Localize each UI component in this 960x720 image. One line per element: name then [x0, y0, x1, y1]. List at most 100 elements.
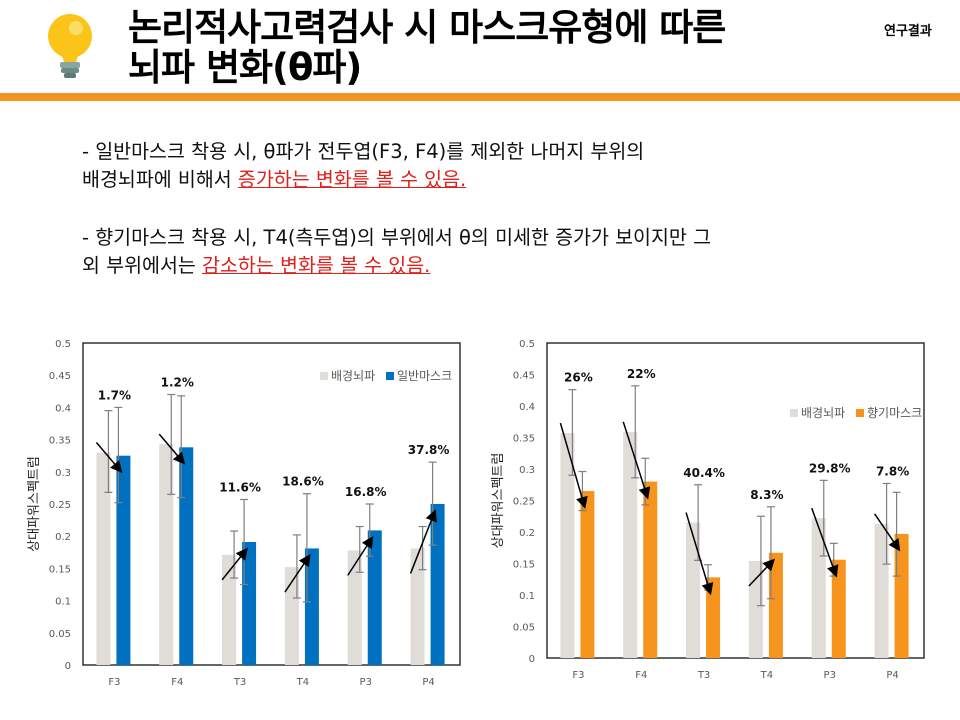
bar-mask	[831, 559, 846, 658]
plot-area	[82, 342, 461, 666]
y-tick-label: 0.05	[513, 623, 535, 634]
chart-general-mask: 0 0.05 0.1 0.15 0.2 0.25 0.3 0.35 0.4 0.45 0.5 상대파워…	[27, 339, 461, 688]
legend-swatch	[320, 372, 328, 380]
y-tick-label: 0.1	[55, 597, 71, 608]
legend-swatch	[856, 409, 864, 417]
percent-change-label: 8.3%	[750, 488, 783, 502]
bar-mask	[643, 481, 658, 658]
paragraph-2-line-2: 외 부위에서는	[82, 254, 203, 277]
percent-change-label: 11.6%	[219, 480, 261, 494]
bar-baseline	[96, 452, 111, 665]
x-tick-label: T3	[697, 670, 710, 681]
bar-mask	[706, 577, 721, 658]
y-tick-label: 0	[529, 654, 535, 665]
y-tick-label: 0.45	[49, 371, 71, 382]
paragraph-1-line-1: - 일반마스크 착용 시, θ파가 전두엽(F3, F4)를 제외한 나머지 부…	[82, 140, 645, 163]
change-arrow	[347, 535, 374, 576]
x-tick-label: F3	[108, 677, 120, 688]
bar-mask	[116, 455, 131, 665]
bar-mask	[179, 447, 194, 665]
y-tick-label: 0.15	[49, 564, 71, 575]
bar-mask	[768, 552, 783, 658]
y-tick-label: 0.3	[519, 465, 535, 476]
change-arrow	[873, 513, 901, 552]
y-tick-label: 0	[65, 661, 71, 672]
percent-change-label: 40.4%	[683, 466, 725, 480]
legend-label: 배경뇌파	[331, 369, 375, 383]
change-arrow	[811, 507, 839, 578]
y-tick-label: 0.2	[519, 528, 535, 539]
paragraph-2-line-1: - 향기마스크 착용 시, T4(측두엽)의 부위에서 θ의 미세한 증가가 보…	[82, 226, 712, 249]
x-tick-label: F4	[635, 670, 647, 681]
bar-baseline	[748, 560, 763, 658]
bar-baseline	[284, 567, 299, 665]
header-divider	[0, 93, 960, 101]
y-tick-label: 0.15	[513, 560, 535, 571]
change-arrow	[158, 433, 186, 465]
paragraph-2-highlight: 감소하는 변화를 볼 수 있음.	[202, 254, 431, 277]
change-arrow	[559, 422, 588, 509]
plot-area	[546, 342, 925, 659]
x-tick-label: P4	[422, 677, 434, 688]
change-arrow	[221, 547, 248, 581]
x-tick-label: T4	[296, 677, 309, 688]
x-tick-label: F3	[572, 670, 584, 681]
percent-change-label: 22%	[627, 367, 656, 381]
x-tick-label: T3	[233, 677, 246, 688]
bar-mask	[580, 491, 595, 658]
change-arrow	[409, 509, 437, 574]
bar-baseline	[811, 518, 826, 658]
y-tick-label: 0.05	[49, 629, 71, 640]
change-arrow	[284, 553, 311, 593]
x-tick-label: P4	[886, 670, 898, 681]
bar-baseline	[686, 522, 701, 658]
percent-change-label: 1.2%	[161, 376, 194, 390]
percent-change-label: 1.7%	[98, 388, 131, 402]
change-arrow	[622, 421, 651, 500]
bar-mask	[304, 548, 319, 665]
paragraph-1: - 일반마스크 착용 시, θ파가 전두엽(F3, F4)를 제외한 나머지 부…	[82, 138, 942, 194]
bar-mask	[894, 533, 909, 658]
y-tick-label: 0.4	[519, 402, 535, 413]
bar-baseline	[159, 444, 174, 665]
y-tick-label: 0.45	[513, 371, 535, 382]
x-tick-label: P3	[824, 670, 836, 681]
y-tick-label: 0.5	[519, 339, 535, 350]
bar-baseline	[623, 431, 638, 658]
paragraph-2: - 향기마스크 착용 시, T4(측두엽)의 부위에서 θ의 미세한 증가가 보…	[82, 224, 942, 280]
percent-change-label: 29.8%	[809, 461, 851, 475]
percent-change-label: 26%	[564, 371, 593, 385]
y-tick-label: 0.3	[55, 468, 71, 479]
y-tick-label: 0.25	[49, 500, 71, 511]
paragraph-1-line-2: 배경뇌파에 비해서	[82, 168, 238, 191]
y-tick-label: 0.35	[513, 434, 535, 445]
y-tick-label: 0.5	[55, 339, 71, 350]
y-tick-label: 0.1	[519, 591, 535, 602]
x-tick-label: F4	[171, 677, 183, 688]
x-tick-label: T4	[760, 670, 773, 681]
bar-baseline	[222, 554, 237, 665]
bar-baseline	[410, 548, 425, 665]
change-arrow	[95, 441, 123, 473]
y-tick-label: 0.25	[513, 497, 535, 508]
y-axis-label: 상대파워스펙트럼	[491, 453, 506, 549]
percent-change-label: 7.8%	[876, 464, 909, 478]
change-arrow	[685, 512, 714, 596]
legend-label: 향기마스크	[867, 406, 922, 420]
bar-mask	[242, 541, 257, 665]
paragraph-1-highlight: 증가하는 변화를 볼 수 있음.	[237, 168, 467, 191]
bar-mask	[430, 504, 445, 665]
title-line-2: 뇌파 변화(θ파)	[128, 46, 362, 89]
bar-baseline	[874, 523, 889, 658]
x-tick-label: P3	[360, 677, 372, 688]
bar-mask	[367, 530, 382, 665]
y-axis-label: 상대파워스펙트럼	[27, 456, 42, 552]
percent-change-label: 18.6%	[282, 475, 324, 489]
change-arrow	[748, 558, 775, 587]
legend-swatch	[790, 409, 798, 417]
section-label: 연구결과	[884, 24, 932, 39]
title-line-1: 논리적사고력검사 시 마스크유형에 따른	[128, 6, 726, 49]
legend-label: 배경뇌파	[801, 406, 845, 420]
bar-baseline	[560, 433, 575, 658]
